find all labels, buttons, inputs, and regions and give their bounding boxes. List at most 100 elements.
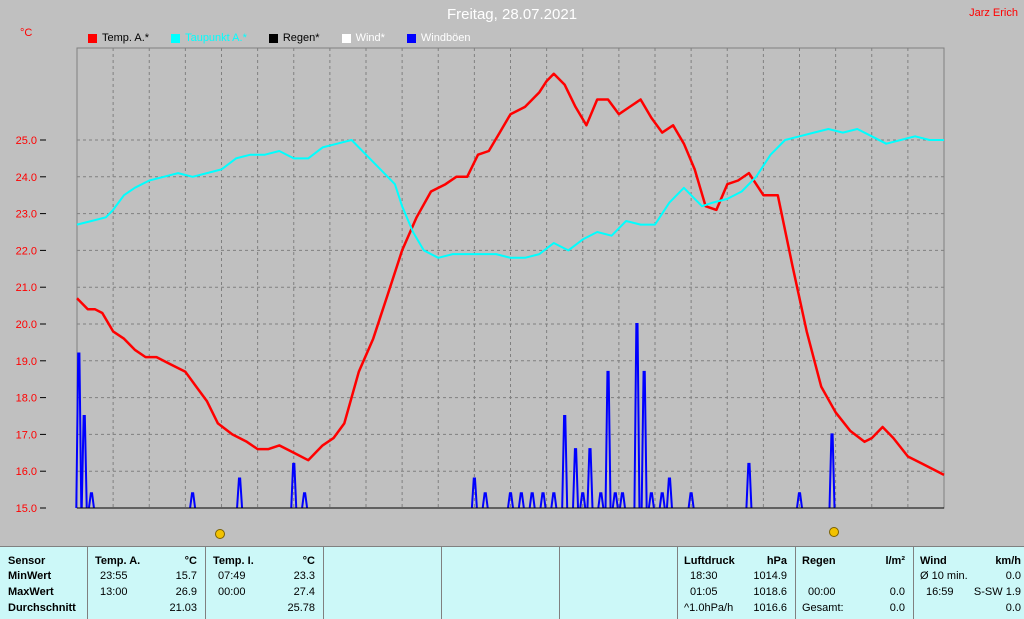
stats-header: Regen [802, 555, 836, 567]
gust-mark [796, 492, 803, 509]
stats-time: Ø 10 min. [920, 570, 968, 582]
row-label-min: MinWert [8, 570, 52, 582]
gust-mark [687, 492, 695, 509]
gust-mark [470, 477, 478, 509]
legend-swatch [268, 33, 278, 43]
gust-mark [604, 370, 612, 509]
legend-label: Regen* [282, 32, 320, 44]
y-tick-label: 15.0 [16, 503, 37, 515]
y-tick-label: 16.0 [16, 466, 37, 478]
legend-label: Temp. A.* [102, 32, 150, 44]
legend-item-regen: Regen* [268, 31, 320, 45]
stats-time: 16:59 [926, 586, 954, 598]
legend-label: Wind* [355, 32, 385, 44]
stats-value: 0.0 [889, 586, 905, 598]
legend-item-wind: Wind* [341, 31, 385, 45]
stats-value: 1018.6 [753, 586, 787, 598]
stats-time: 01:05 [690, 586, 718, 598]
gust-mark [517, 492, 525, 509]
stats-col-sensor: Sensor MinWert MaxWert Durchschnitt [0, 547, 88, 619]
legend-item-taupunkt: Taupunkt A.* [171, 31, 247, 45]
stats-unit: l/m² [885, 555, 905, 567]
stats-time: Gesamt: [802, 602, 844, 614]
gust-mark [618, 492, 626, 509]
legend-swatch [171, 33, 181, 43]
gust-mark [561, 415, 569, 509]
gust-mark [301, 492, 309, 509]
gust-mark [75, 352, 83, 509]
stats-table: Sensor MinWert MaxWert Durchschnitt Temp… [0, 546, 1024, 619]
gust-mark [189, 492, 197, 509]
temperature-line [76, 72, 945, 477]
gust-mark [611, 492, 619, 509]
stats-header: Temp. I. [213, 555, 254, 567]
gust-mark [745, 462, 753, 509]
dewpoint-line [76, 128, 944, 259]
stats-header: Temp. A. [95, 555, 141, 567]
legend: Temp. A.* Taupunkt A.* Regen* Wind* Wind… [88, 31, 492, 45]
gust-mark [579, 492, 587, 509]
gust-mark [633, 323, 641, 509]
gust-mark [528, 492, 536, 509]
grid [77, 48, 944, 508]
stats-value: 26.9 [175, 586, 197, 598]
stats-time: 07:49 [218, 570, 246, 582]
stats-header: Luftdruck [684, 555, 735, 567]
y-tick-label: 20.0 [16, 319, 37, 331]
y-tick-label: 18.0 [16, 393, 37, 405]
stats-value: 21.03 [169, 602, 197, 614]
gust-mark [658, 492, 666, 509]
y-tick-label: 24.0 [16, 172, 37, 184]
gust-mark [586, 448, 594, 509]
stats-value: 0.0 [1005, 570, 1021, 582]
stats-value: 23.3 [293, 570, 315, 582]
row-label-max: MaxWert [8, 586, 54, 598]
gust-mark [665, 477, 673, 509]
stats-header: Sensor [8, 555, 46, 567]
gust-mark [640, 370, 648, 509]
stats-time: 00:00 [808, 586, 836, 598]
gust-mark [236, 477, 244, 509]
gust-mark [539, 492, 547, 509]
stats-col-empty [324, 547, 442, 619]
gust-mark [507, 492, 514, 509]
stats-time: 13:00 [100, 586, 128, 598]
y-tick-label: 17.0 [16, 429, 37, 441]
legend-label: Windböen [420, 32, 471, 44]
stats-unit: hPa [766, 555, 787, 567]
legend-swatch [88, 33, 97, 43]
legend-swatch [406, 33, 416, 43]
stats-col-wind: Wind km/h Ø 10 min. 0.0 16:59 S-SW 1.9 0… [914, 547, 1024, 619]
stats-value: S-SW 1.9 [973, 586, 1021, 598]
stats-value: 1014.9 [753, 570, 787, 582]
legend-item-windboen: Windböen [406, 31, 471, 45]
legend-item-temp-a: Temp. A.* [88, 31, 149, 45]
gust-mark [828, 433, 836, 509]
stats-time: 23:55 [100, 570, 128, 582]
y-tick-label: 22.0 [16, 245, 37, 257]
gust-mark [572, 448, 580, 509]
legend-swatch [341, 33, 351, 43]
stats-value: 15.7 [175, 570, 197, 582]
stats-col-temp-a: Temp. A. °C 23:55 15.7 13:00 26.9 21.03 [88, 547, 206, 619]
gust-mark [597, 492, 605, 509]
stats-time: 00:00 [218, 586, 246, 598]
series-layer [75, 72, 945, 509]
y-tick-label: 19.0 [16, 356, 37, 368]
stats-value: 1016.6 [753, 602, 787, 614]
y-tick-label: 25.0 [16, 135, 37, 147]
stats-value: 25.78 [287, 602, 315, 614]
stats-unit: °C [302, 555, 315, 567]
row-label-avg: Durchschnitt [8, 602, 76, 614]
y-axis: 15.0 16.0 17.0 18.0 19.0 20.0 21.0 22.0 23.0 24.0… [16, 135, 46, 515]
author-label: Jarz Erich [969, 7, 1018, 19]
gust-mark [550, 492, 558, 509]
stats-col-empty [442, 547, 560, 619]
gust-mark [80, 415, 88, 509]
stats-unit: °C [184, 555, 197, 567]
stats-col-temp-i: Temp. I. °C 07:49 23.3 00:00 27.4 25.78 [206, 547, 324, 619]
y-tick-label: 21.0 [16, 282, 37, 294]
sunrise-icon [215, 529, 225, 539]
gust-mark [481, 492, 489, 509]
stats-value: 0.0 [889, 602, 905, 614]
